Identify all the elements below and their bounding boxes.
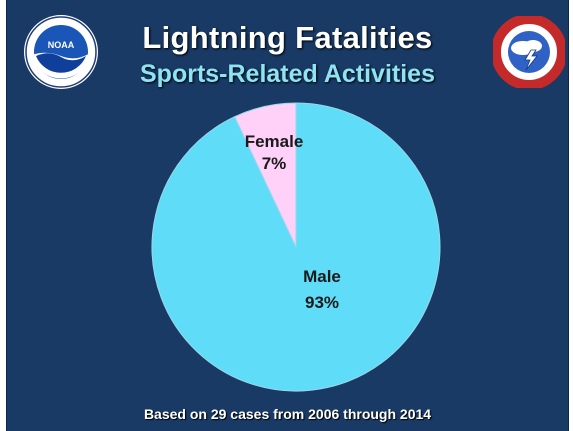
pie-labels: Male 93% Female 7% [245, 132, 341, 312]
slide: NOAA Lightning Fatalities Sports-Related… [6, 0, 569, 431]
pie-label-male: Male [303, 267, 341, 286]
chart-title: Lightning Fatalities [142, 20, 433, 55]
pie-value-male: 93% [305, 293, 339, 312]
pie-slice-female [234, 102, 297, 248]
pie-slices [151, 102, 441, 392]
footnote: Based on 29 cases from 2006 through 2014 [143, 406, 432, 422]
pie-chart: Male 93% Female 7% [151, 102, 441, 392]
national-weather-service-logo [493, 16, 565, 88]
chart-subtitle: Sports-Related Activities [140, 60, 435, 88]
noaa-logo: NOAA [24, 15, 98, 89]
pie-value-female: 7% [262, 154, 287, 173]
noaa-logo-text: NOAA [48, 40, 75, 50]
pie-label-female: Female [245, 132, 304, 151]
